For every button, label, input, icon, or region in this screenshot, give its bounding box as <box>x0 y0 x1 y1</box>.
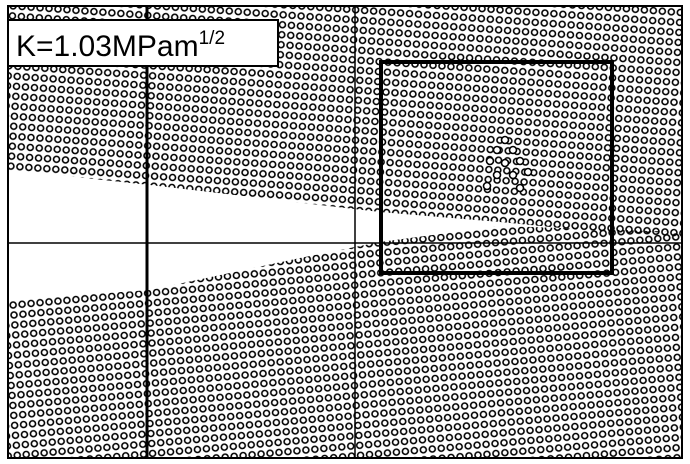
label-exponent: 1/2 <box>199 28 225 49</box>
atom-field <box>8 6 682 458</box>
figure: K=1.03MPam1/2 <box>0 0 690 464</box>
label: K=1.03MPam1/2 <box>16 28 225 63</box>
lower-crystal <box>8 226 682 458</box>
page: {"label": {"main": "K=1.03MPam", "expone… <box>0 0 690 464</box>
label-main: K=1.03MPam <box>16 30 199 63</box>
